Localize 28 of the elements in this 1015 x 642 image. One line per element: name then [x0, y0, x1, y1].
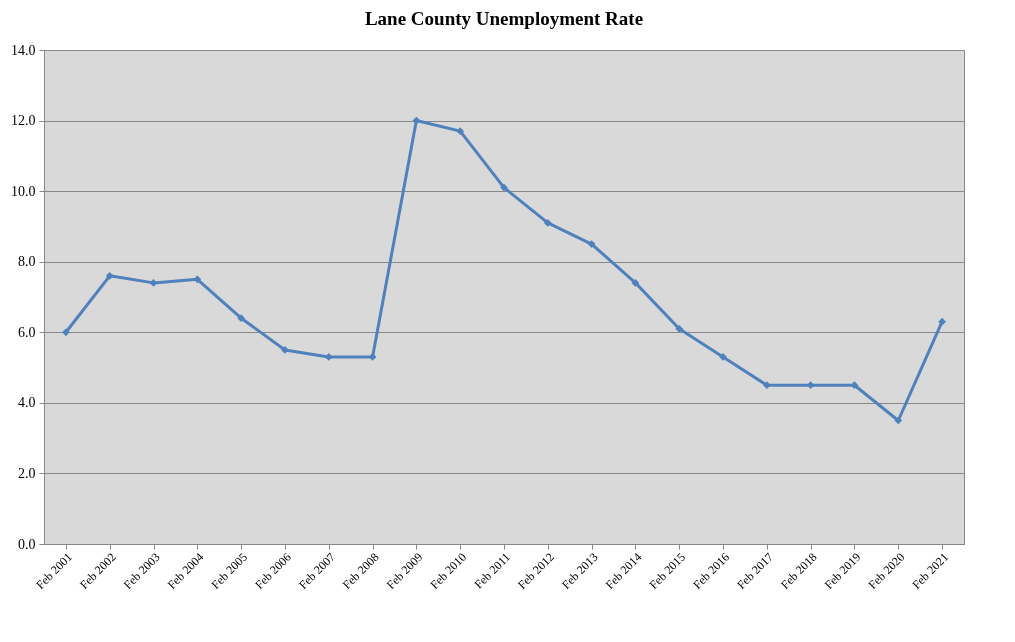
y-tick-label: 6.0 — [18, 324, 36, 340]
y-tick-label: 10.0 — [11, 183, 36, 199]
point — [675, 324, 684, 333]
point — [850, 381, 859, 390]
point — [587, 240, 596, 248]
point — [938, 317, 946, 326]
x-tick-label: Feb 2001 — [33, 550, 75, 592]
point — [762, 381, 771, 390]
point — [281, 346, 289, 354]
y-tick-label: 14.0 — [11, 42, 36, 58]
point — [894, 416, 903, 425]
point — [543, 219, 552, 227]
y-tick-label: 8.0 — [18, 254, 36, 270]
point — [237, 314, 246, 323]
y-tick-label: 2.0 — [18, 465, 36, 481]
x-tick-label: Feb 2021 — [909, 550, 952, 592]
y-tick-label: 12.0 — [11, 113, 36, 129]
x-tick-label: Feb 2011 — [471, 550, 513, 592]
point — [62, 328, 70, 337]
y-tick-label: 4.0 — [18, 395, 36, 411]
y-tick-label: 0.0 — [18, 536, 36, 552]
point — [105, 271, 114, 280]
point — [412, 116, 421, 125]
point — [456, 127, 465, 136]
point — [500, 183, 508, 192]
point — [149, 279, 158, 287]
chart-title: Lane County Unemployment Rate — [364, 8, 644, 29]
point — [631, 279, 640, 287]
